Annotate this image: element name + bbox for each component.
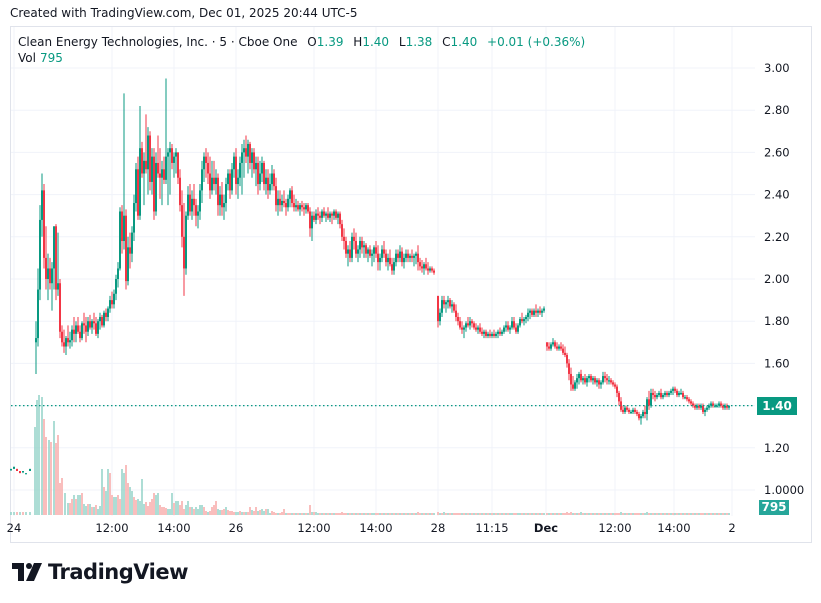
close-value: 1.40 [450, 35, 478, 49]
close-label: C [442, 35, 451, 49]
time-tick-label: 12:00 [95, 521, 128, 535]
time-tick-label: 24 [7, 521, 22, 535]
chart-frame[interactable] [10, 26, 812, 543]
price-tick-label: 2.20 [764, 230, 790, 244]
tradingview-logo-icon [12, 563, 42, 581]
high-value: 1.40 [362, 35, 390, 49]
volume-value: 795 [39, 51, 63, 65]
high-label: H [353, 35, 363, 49]
price-tick-label: 1.60 [764, 356, 790, 370]
candlestick-series [10, 78, 730, 475]
price-tick-label: 1.0000 [764, 483, 804, 497]
price-tick-label: 2.00 [764, 272, 790, 286]
current-price-tag: 1.40 [757, 397, 797, 415]
chart-legend: Clean Energy Technologies, Inc. · 5 · Cb… [18, 35, 585, 50]
volume-bars [10, 395, 730, 515]
volume-label: Vol [18, 51, 36, 65]
time-tick-label: 28 [431, 521, 446, 535]
volume-legend: Vol 795 [18, 51, 63, 65]
price-tick-label: 2.60 [764, 145, 790, 159]
price-tick-label: 1.20 [764, 441, 790, 455]
open-label: O [307, 35, 317, 49]
volume-tag: 795 [759, 500, 789, 515]
price-axis[interactable]: 3.00 2.80 2.60 2.40 2.20 2.00 1.80 1.60 1.20 1.00… [764, 61, 804, 497]
tradingview-logo[interactable]: TradingView [12, 560, 188, 584]
price-tick-label: 2.40 [764, 188, 790, 202]
low-label: L [398, 35, 406, 49]
tradingview-wordmark: TradingView [48, 560, 188, 584]
price-tick-label: 2.80 [764, 103, 790, 117]
price-tick-label: 1.80 [764, 314, 790, 328]
grid-lines [11, 27, 755, 516]
symbol-title: Clean Energy Technologies, Inc. · 5 · Cb… [18, 35, 298, 49]
change-value: +0.01 (+0.36%) [487, 35, 586, 49]
open-value: 1.39 [316, 35, 344, 49]
low-value: 1.38 [405, 35, 433, 49]
time-tick-label: 14:00 [657, 521, 690, 535]
time-tick-label: 2 [728, 521, 735, 535]
time-tick-label: 14:00 [359, 521, 392, 535]
time-tick-label: 26 [229, 521, 244, 535]
price-tick-label: 3.00 [764, 61, 790, 75]
time-axis[interactable]: 24 12:00 14:00 26 12:00 14:00 28 11:15 Dec 12:00 1… [7, 521, 736, 535]
time-tick-label: 12:00 [297, 521, 330, 535]
time-tick-label: 11:15 [475, 521, 508, 535]
time-tick-label: Dec [534, 521, 558, 535]
time-tick-label: 12:00 [598, 521, 631, 535]
created-with-caption: Created with TradingView.com, Dec 01, 20… [10, 6, 358, 20]
time-tick-label: 14:00 [157, 521, 190, 535]
